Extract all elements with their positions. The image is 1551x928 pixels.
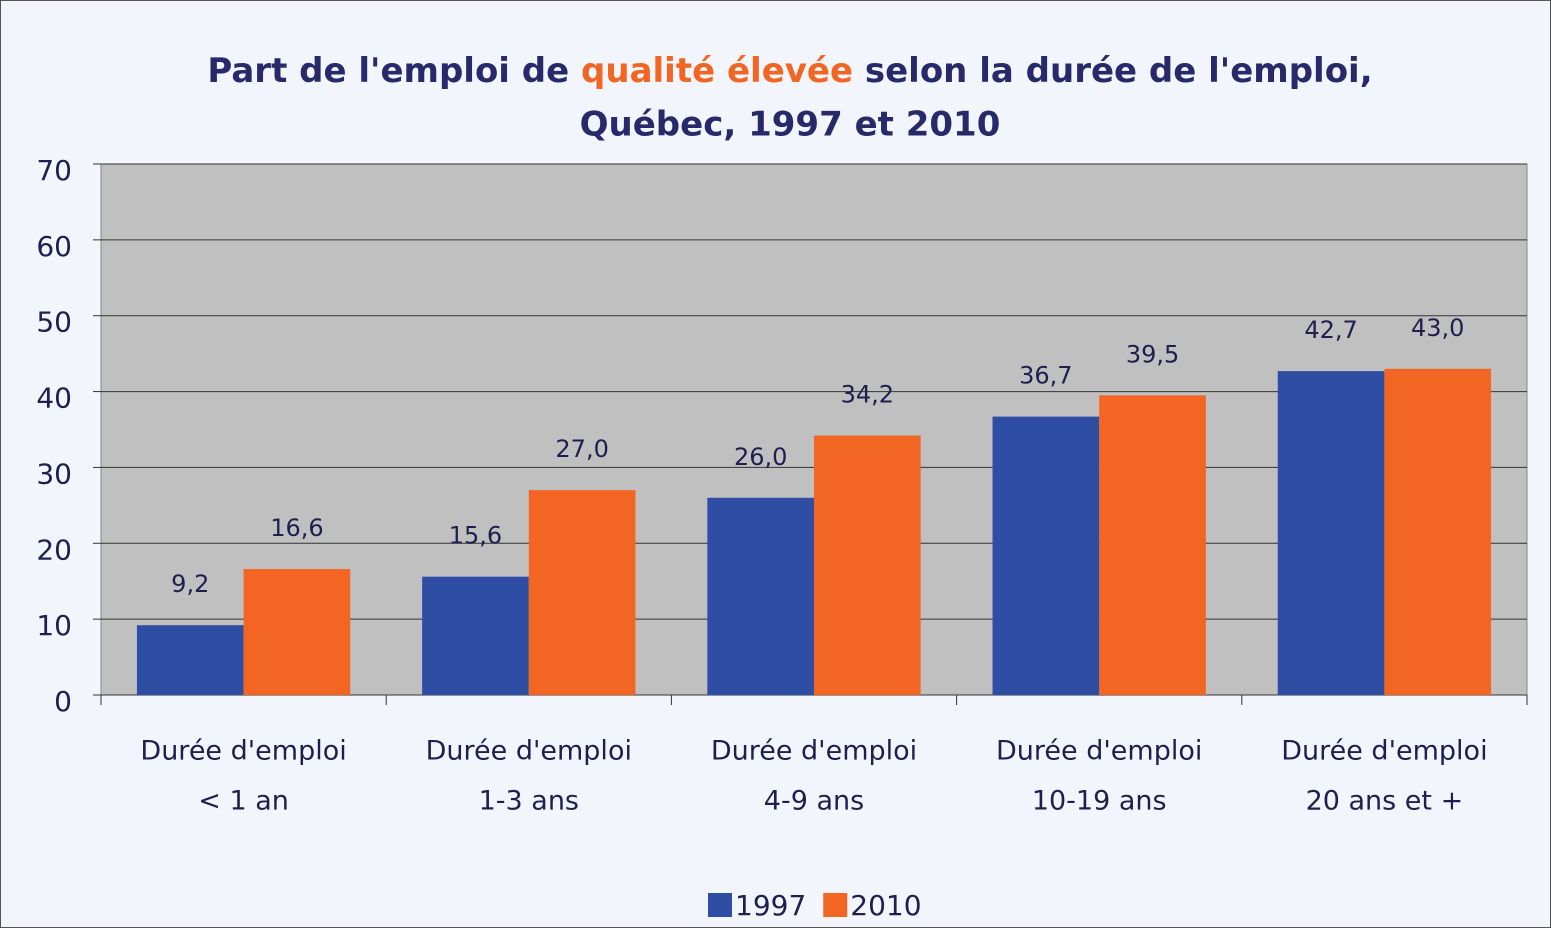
value-label: 39,5 [1126, 340, 1179, 368]
legend-swatch [823, 893, 848, 917]
bar [243, 569, 351, 695]
chart-title-line2: Québec, 1997 et 2010 [580, 105, 1001, 145]
value-label: 15,6 [449, 522, 502, 550]
x-tick-label: Durée d'emploi [426, 736, 632, 767]
title-highlight: qualité élevée [581, 51, 853, 91]
value-label: 16,6 [270, 514, 323, 542]
bar [814, 435, 921, 695]
legend-swatch [708, 893, 732, 917]
value-label: 9,2 [171, 570, 209, 598]
value-label: 42,7 [1304, 316, 1357, 344]
y-tick-label: 10 [36, 609, 72, 642]
title-part: selon la durée de l'emploi, [853, 51, 1373, 91]
x-tick-label: Durée d'emploi [996, 736, 1202, 767]
y-tick-label: 60 [36, 230, 72, 263]
y-tick-label: 40 [36, 382, 72, 415]
y-tick-label: 0 [54, 685, 72, 718]
value-label: 36,7 [1019, 362, 1072, 390]
x-tick-label: Durée d'emploi [711, 736, 917, 767]
bar [528, 490, 636, 695]
value-label: 43,0 [1411, 314, 1464, 342]
chart-title: Part de l'emploi de qualité élevée selon… [207, 51, 1372, 91]
bar [992, 416, 1100, 695]
x-tick-label: Durée d'emploi [140, 736, 346, 767]
legend-label: 1997 [735, 889, 806, 922]
value-label: 27,0 [555, 435, 608, 463]
bar [707, 497, 814, 695]
x-tick-label: 20 ans et + [1306, 786, 1464, 817]
value-label: 34,2 [841, 381, 894, 409]
x-tick-label: < 1 an [198, 786, 289, 817]
bar [136, 625, 244, 695]
title-part: Part de l'emploi de [207, 51, 581, 91]
y-tick-label: 20 [36, 533, 72, 566]
bar [1277, 371, 1385, 695]
y-tick-label: 50 [36, 306, 72, 339]
x-tick-label: 1-3 ans [479, 786, 579, 817]
value-label: 26,0 [734, 443, 787, 471]
bar [1099, 395, 1206, 695]
x-tick-label: 4-9 ans [764, 786, 864, 817]
y-tick-label: 30 [36, 457, 72, 490]
x-tick-label: Durée d'emploi [1281, 736, 1487, 767]
bar [422, 576, 529, 695]
x-tick-label: 10-19 ans [1032, 786, 1167, 817]
bar [1384, 368, 1492, 695]
legend-label: 2010 [850, 889, 921, 922]
y-tick-label: 70 [36, 154, 72, 187]
